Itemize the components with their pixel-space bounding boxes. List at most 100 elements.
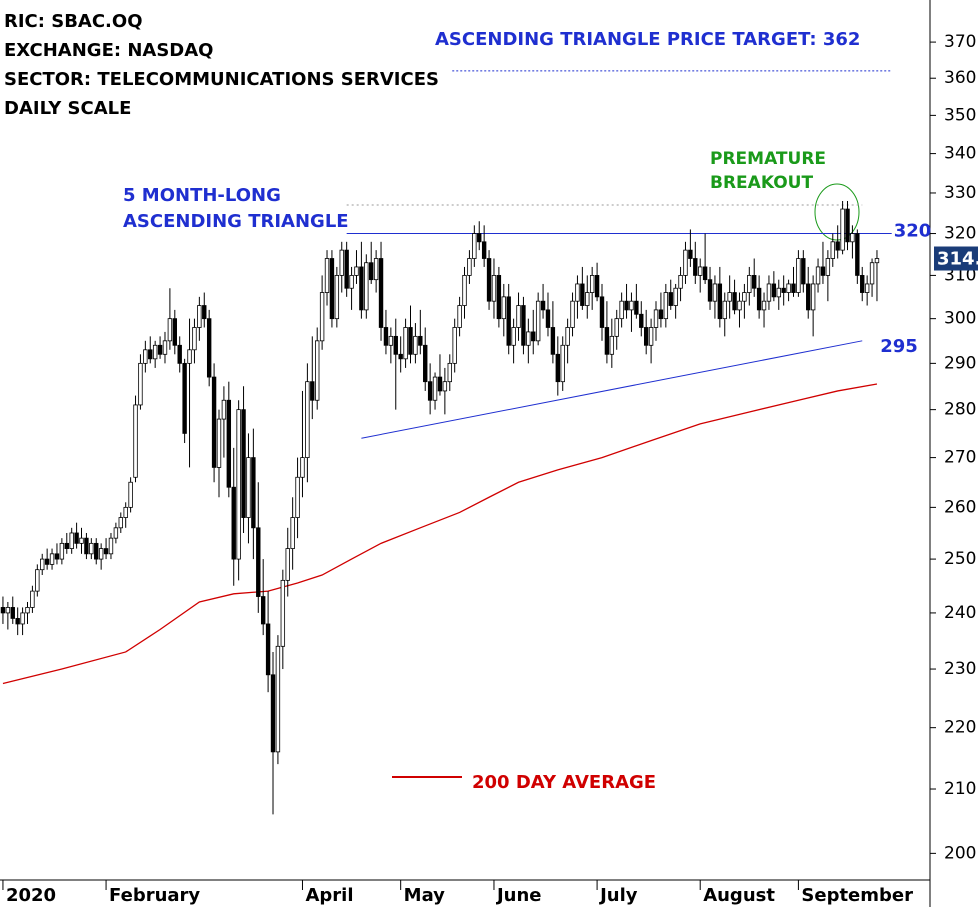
candle-body bbox=[79, 537, 84, 544]
candle-body bbox=[747, 275, 752, 293]
candle-body bbox=[349, 275, 354, 289]
candle-body bbox=[555, 353, 561, 383]
candle-body bbox=[270, 674, 276, 753]
candle-body bbox=[5, 607, 11, 614]
candle-body bbox=[157, 344, 163, 355]
header-line: RIC: SBAC.OQ bbox=[4, 11, 143, 32]
candle-body bbox=[653, 309, 659, 328]
candle-body bbox=[319, 292, 325, 342]
candle-body bbox=[462, 275, 467, 306]
candle-body bbox=[565, 327, 570, 346]
candle-body bbox=[221, 399, 227, 420]
candle-body bbox=[481, 241, 487, 259]
candle-body bbox=[771, 283, 777, 298]
candle-body bbox=[815, 266, 821, 285]
candle-body bbox=[855, 233, 860, 276]
candle-body bbox=[727, 292, 732, 302]
candle-body bbox=[54, 553, 60, 560]
candle-body bbox=[869, 262, 875, 285]
candle-body bbox=[30, 590, 35, 608]
candle-body bbox=[531, 331, 536, 342]
candle-body bbox=[59, 542, 65, 560]
candle-body bbox=[418, 335, 423, 346]
candle-body bbox=[599, 296, 605, 328]
y-tick-label: 230 bbox=[944, 659, 976, 679]
candle-body bbox=[668, 292, 673, 306]
candle-body bbox=[84, 537, 89, 555]
candle-body bbox=[442, 381, 448, 392]
candle-body bbox=[202, 305, 207, 320]
candle-body bbox=[256, 527, 261, 597]
candle-body bbox=[206, 318, 212, 378]
x-tick-label: July bbox=[598, 885, 638, 906]
candle-body bbox=[477, 233, 482, 243]
candle-body bbox=[408, 327, 413, 355]
candle-body bbox=[486, 258, 492, 302]
y-tick-label: 240 bbox=[944, 603, 976, 623]
x-tick-label: September bbox=[801, 885, 913, 906]
candle-body bbox=[678, 275, 683, 289]
candle-body bbox=[501, 296, 506, 320]
candle-body bbox=[776, 287, 781, 298]
y-tick-label: 350 bbox=[944, 105, 976, 125]
triangle-label: ASCENDING TRIANGLE bbox=[123, 211, 349, 232]
candle-body bbox=[373, 258, 379, 281]
candle-body bbox=[69, 532, 74, 549]
candle-body bbox=[698, 266, 703, 276]
candle-body bbox=[663, 292, 669, 320]
target-label: ASCENDING TRIANGLE PRICE TARGET: 362 bbox=[435, 29, 860, 50]
candle-body bbox=[49, 553, 55, 565]
y-tick-label: 210 bbox=[944, 779, 976, 799]
candle-body bbox=[840, 208, 845, 251]
candle-body bbox=[344, 249, 349, 289]
candle-body bbox=[383, 327, 389, 346]
candle-body bbox=[192, 327, 197, 351]
candle-body bbox=[44, 558, 50, 565]
candle-body bbox=[830, 241, 835, 259]
breakout-label: PREMATURE bbox=[710, 149, 826, 169]
candle-body bbox=[496, 275, 502, 320]
candle-body bbox=[172, 318, 178, 346]
candle-body bbox=[874, 258, 880, 264]
candle-body bbox=[796, 258, 801, 293]
y-tick-label: 270 bbox=[944, 448, 976, 468]
header-line: SECTOR: TELECOMMUNICATIONS SERVICES bbox=[4, 69, 439, 90]
candle-body bbox=[280, 579, 286, 647]
candle-body bbox=[806, 283, 811, 311]
candle-body bbox=[152, 344, 158, 360]
y-tick-label: 220 bbox=[944, 718, 976, 738]
candle-body bbox=[516, 305, 521, 328]
candle-body bbox=[138, 362, 143, 406]
candle-body bbox=[521, 305, 526, 346]
candle-body bbox=[766, 283, 772, 302]
candle-body bbox=[619, 300, 624, 320]
candle-body bbox=[658, 309, 664, 320]
candle-body bbox=[324, 258, 330, 293]
y-tick-label: 340 bbox=[944, 144, 976, 164]
candle-body bbox=[575, 283, 580, 302]
candle-body bbox=[437, 376, 443, 392]
candle-body bbox=[864, 283, 870, 293]
candle-body bbox=[369, 262, 374, 281]
candle-body bbox=[712, 283, 718, 302]
candle-body bbox=[123, 506, 128, 518]
candle-body bbox=[98, 548, 104, 560]
candle-body bbox=[148, 349, 153, 360]
y-tick-label: 280 bbox=[944, 400, 976, 420]
last-price-label: 314. bbox=[937, 249, 978, 270]
breakout-label: BREAKOUT bbox=[710, 173, 813, 193]
candle-body bbox=[791, 283, 796, 293]
candle-body bbox=[560, 344, 565, 383]
candle-body bbox=[236, 409, 241, 560]
candle-body bbox=[423, 344, 428, 383]
breakout-circle bbox=[814, 183, 860, 241]
candle-body bbox=[108, 537, 114, 555]
candle-body bbox=[457, 305, 462, 328]
candle-body bbox=[329, 258, 335, 320]
candle-body bbox=[187, 349, 192, 364]
candle-body bbox=[761, 300, 767, 311]
candle-body bbox=[182, 362, 187, 434]
